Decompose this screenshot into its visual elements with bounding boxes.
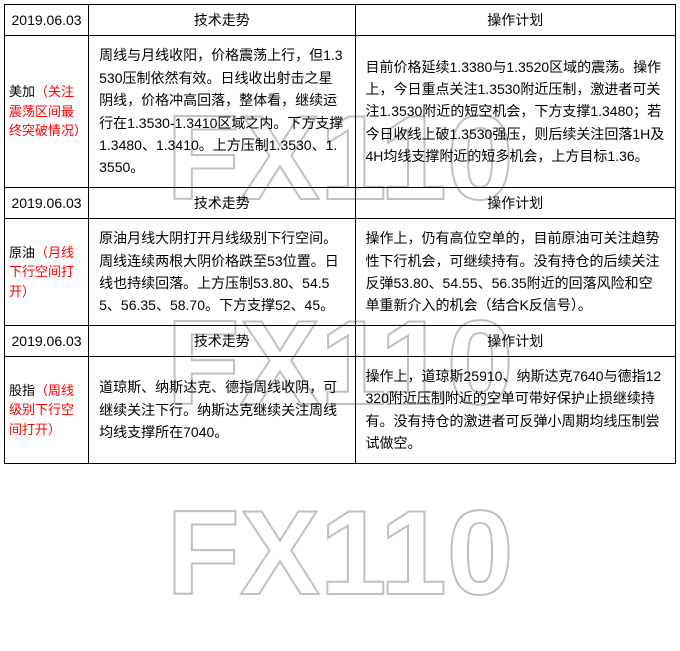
watermark-text-icon: FX110 xyxy=(167,486,514,620)
trend-cell: 原油月线大阴打开月线级别下行空间。周线连续两根大阴价格跌至53位置。日线也持续回… xyxy=(89,219,355,326)
trend-cell: 周线与月线收阳，价格震荡上行，但1.3530压制依然有效。日线收出射击之星阴线，… xyxy=(89,36,355,187)
table-row: 原油（月线下行空间打开） 原油月线大阴打开月线级别下行空间。周线连续两根大阴价格… xyxy=(5,219,676,326)
date-cell: 2019.06.03 xyxy=(5,187,89,218)
table-row: 2019.06.03 技术走势 操作计划 xyxy=(5,187,676,218)
table-row: 股指（周线级别下行空间打开） 道琼斯、纳斯达克、德指周线收阴，可继续关注下行。纳… xyxy=(5,357,676,464)
instrument-name: 股指 xyxy=(9,383,35,398)
plan-header: 操作计划 xyxy=(355,325,675,356)
instrument-name: 美加 xyxy=(9,84,35,99)
instrument-label-crude: 原油（月线下行空间打开） xyxy=(5,219,89,326)
analysis-table: 2019.06.03 技术走势 操作计划 美加（关注震荡区间最终突破情况） 周线… xyxy=(4,4,676,464)
plan-header: 操作计划 xyxy=(355,187,675,218)
trend-header: 技术走势 xyxy=(89,187,355,218)
table-row: 美加（关注震荡区间最终突破情况） 周线与月线收阳，价格震荡上行，但1.3530压… xyxy=(5,36,676,187)
plan-cell: 目前价格延续1.3380与1.3520区域的震荡。操作上，今日重点关注1.353… xyxy=(355,36,675,187)
plan-header: 操作计划 xyxy=(355,5,675,36)
watermark-3: FX110 xyxy=(4,474,676,644)
trend-header: 技术走势 xyxy=(89,5,355,36)
table-wrap: FX110 FX110 FX110 2019.06.03 技术走势 操作计划 美… xyxy=(4,4,676,464)
instrument-label-index: 股指（周线级别下行空间打开） xyxy=(5,357,89,464)
date-cell: 2019.06.03 xyxy=(5,5,89,36)
plan-cell: 操作上，道琼斯25910、纳斯达克7640与德指12320附近压制附近的空单可带… xyxy=(355,357,675,464)
instrument-label-usdcad: 美加（关注震荡区间最终突破情况） xyxy=(5,36,89,187)
plan-cell: 操作上，仍有高位空单的，目前原油可关注趋势性下行机会，可继续持有。没有持仓的后续… xyxy=(355,219,675,326)
table-row: 2019.06.03 技术走势 操作计划 xyxy=(5,325,676,356)
date-cell: 2019.06.03 xyxy=(5,325,89,356)
trend-cell: 道琼斯、纳斯达克、德指周线收阴，可继续关注下行。纳斯达克继续关注周线均线支撑所在… xyxy=(89,357,355,464)
table-row: 2019.06.03 技术走势 操作计划 xyxy=(5,5,676,36)
trend-header: 技术走势 xyxy=(89,325,355,356)
instrument-name: 原油 xyxy=(9,245,35,260)
